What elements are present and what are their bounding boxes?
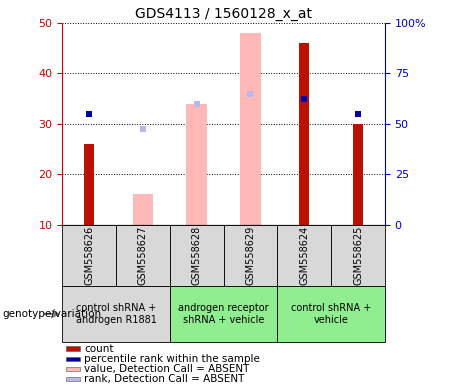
Bar (66, 377, 80, 381)
Bar (224, 225, 278, 286)
Text: genotype/variation: genotype/variation (2, 309, 101, 319)
Bar (278, 286, 385, 342)
Bar (240, 33, 260, 225)
Bar (62, 286, 170, 342)
Bar (353, 124, 363, 225)
Text: percentile rank within the sample: percentile rank within the sample (84, 354, 260, 364)
Bar (133, 194, 153, 225)
Text: control shRNA +
androgen R1881: control shRNA + androgen R1881 (76, 303, 156, 325)
Bar (84, 144, 94, 225)
Title: GDS4113 / 1560128_x_at: GDS4113 / 1560128_x_at (135, 7, 312, 21)
Bar (170, 286, 278, 342)
Text: GSM558625: GSM558625 (353, 226, 363, 285)
Bar (62, 225, 116, 286)
Text: GSM558626: GSM558626 (84, 226, 94, 285)
Text: count: count (84, 344, 113, 354)
Bar (300, 43, 309, 225)
Text: value, Detection Call = ABSENT: value, Detection Call = ABSENT (84, 364, 249, 374)
Bar (170, 225, 224, 286)
Text: androgen receptor
shRNA + vehicle: androgen receptor shRNA + vehicle (178, 303, 269, 325)
Bar (278, 225, 331, 286)
Text: rank, Detection Call = ABSENT: rank, Detection Call = ABSENT (84, 374, 244, 384)
Bar (186, 104, 207, 225)
Bar (331, 225, 385, 286)
Bar (66, 346, 80, 351)
Bar (66, 356, 80, 361)
Text: control shRNA +
vehicle: control shRNA + vehicle (291, 303, 371, 325)
Bar (66, 367, 80, 371)
Text: GSM558628: GSM558628 (192, 226, 202, 285)
Text: GSM558624: GSM558624 (299, 226, 309, 285)
Bar (116, 225, 170, 286)
Text: GSM558627: GSM558627 (138, 226, 148, 285)
Text: GSM558629: GSM558629 (245, 226, 255, 285)
